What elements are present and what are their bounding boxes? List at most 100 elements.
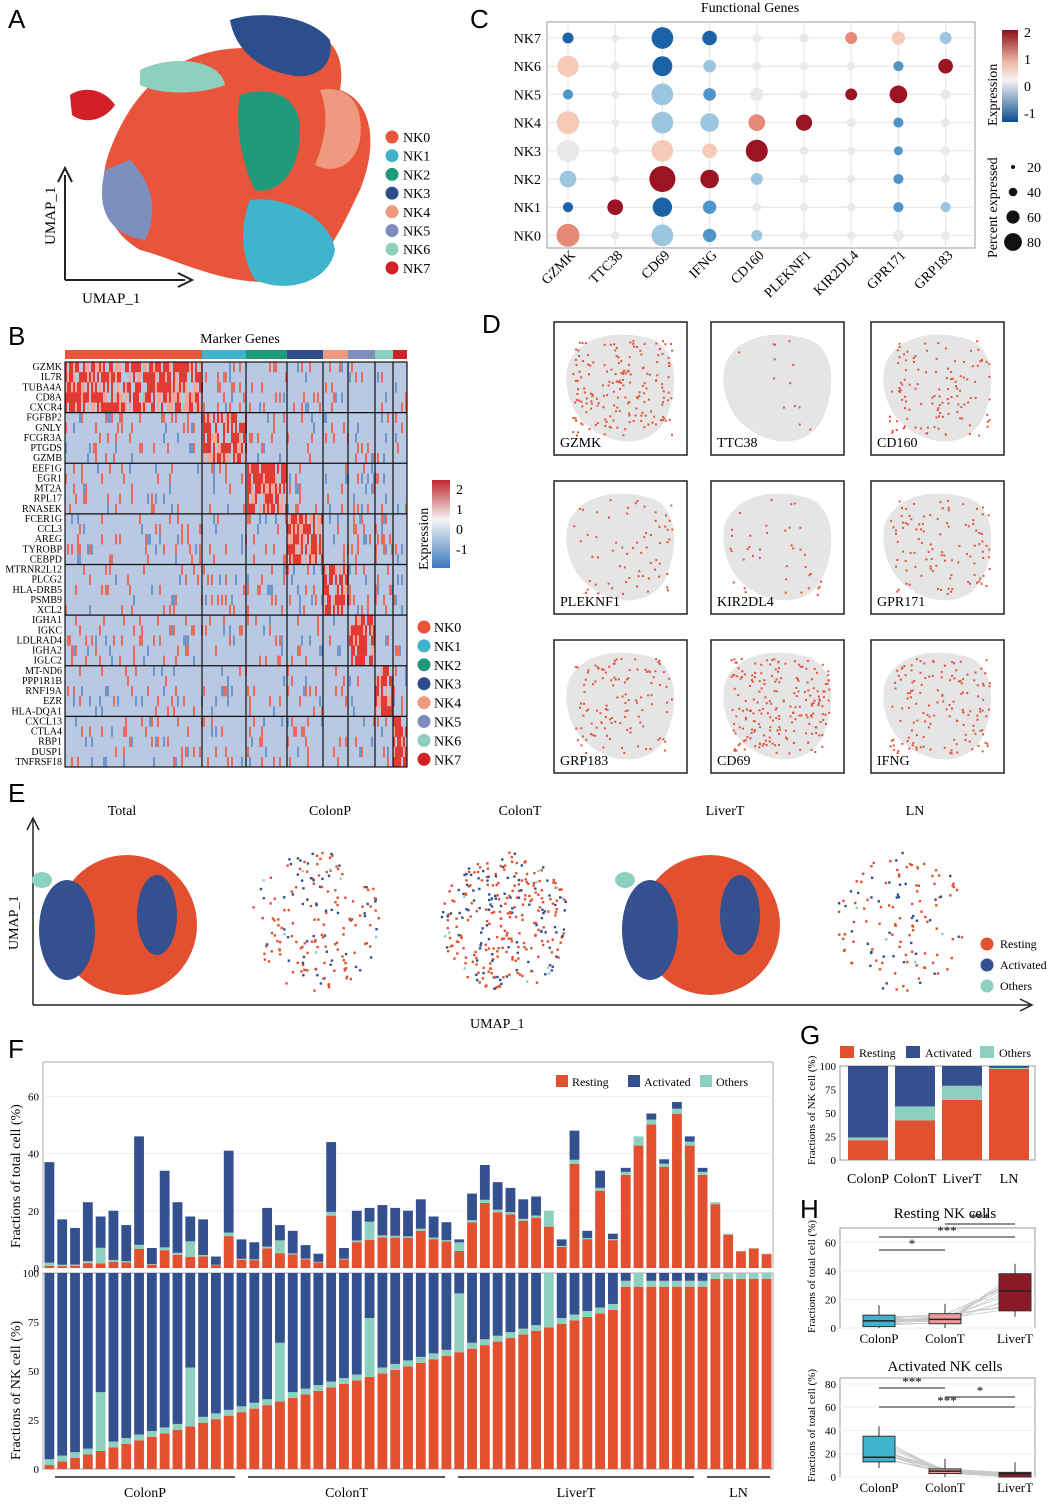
heatmap-cell [395, 716, 397, 726]
cell-point [555, 955, 557, 957]
expression-point [973, 562, 975, 564]
bar-segment [377, 1367, 387, 1373]
heatmap-cell [89, 727, 91, 737]
heatmap-cell [135, 392, 137, 402]
heatmap-cell [343, 676, 345, 686]
cell-point [302, 870, 304, 872]
heatmap-cell [249, 403, 251, 413]
legend-label: Others [1000, 979, 1032, 993]
heatmap-cell [363, 534, 365, 544]
cell-point [442, 911, 444, 913]
expression-point [749, 710, 751, 712]
bar-segment [454, 1352, 464, 1469]
expression-point [937, 409, 939, 411]
expression-point [765, 525, 767, 527]
heatmap-cell [303, 605, 305, 615]
expression-point [583, 388, 585, 390]
heatmap-cell [195, 544, 197, 554]
expression-point [635, 408, 637, 410]
bar-segment [942, 1086, 982, 1100]
heatmap-cell [179, 575, 181, 585]
heatmap-cell [127, 382, 129, 392]
bar-segment [621, 1175, 631, 1268]
heatmap-cell [313, 544, 315, 554]
cell-point [488, 893, 490, 895]
heatmap-cell [125, 666, 127, 676]
cell-point [516, 969, 518, 971]
heatmap-cell [171, 696, 173, 706]
bar-segment [454, 1242, 464, 1251]
expression-point [793, 692, 795, 694]
dot [750, 88, 763, 101]
expression-point [938, 388, 940, 390]
cell-point [378, 917, 380, 919]
heatmap-cell [211, 453, 213, 463]
heatmap-cell [281, 494, 283, 504]
expression-point [649, 748, 651, 750]
heatmap-cell [139, 382, 141, 392]
heatmap-cell [197, 463, 199, 473]
cell-point [541, 940, 543, 942]
dot [746, 140, 768, 162]
expression-point [894, 682, 896, 684]
cell-point [494, 873, 496, 875]
cell-point [444, 902, 446, 904]
expression-point [933, 426, 935, 428]
cell-point [482, 972, 484, 974]
expression-point [798, 664, 800, 666]
heatmap-cell [295, 534, 297, 544]
expression-point [577, 739, 579, 741]
expression-point [760, 713, 762, 715]
heatmap-cell [305, 737, 307, 747]
y-tick: 75 [825, 1085, 837, 1097]
expression-point [612, 382, 614, 384]
heatmap-cell [99, 656, 101, 666]
heatmap-cell [341, 595, 343, 605]
heatmap-cell [155, 524, 157, 534]
expression-point [939, 404, 941, 406]
heatmap-cell [247, 463, 249, 473]
expression-point [967, 714, 969, 716]
bar-segment [442, 1240, 452, 1241]
expression-point [659, 563, 661, 565]
expression-point [901, 507, 903, 509]
bar-segment [429, 1273, 439, 1353]
heatmap-cell [241, 443, 243, 453]
expression-point [577, 431, 579, 433]
expression-point [810, 714, 812, 716]
heatmap-cell [259, 504, 261, 514]
umap-title: LiverT [706, 804, 745, 819]
dot [703, 201, 716, 214]
heatmap-cell [337, 605, 339, 615]
heatmap-cell [83, 484, 85, 494]
heatmap-cell [213, 473, 215, 483]
heatmap-cell [269, 362, 271, 372]
bar-segment [301, 1259, 311, 1268]
cell-point [321, 934, 323, 936]
bar-segment [570, 1273, 580, 1315]
legend-label: Resting [1000, 937, 1037, 951]
heatmap-cell [249, 514, 251, 524]
expression-point [592, 734, 594, 736]
bar-segment [198, 1219, 208, 1255]
expression-point [633, 420, 635, 422]
heatmap-cell [211, 727, 213, 737]
bar-segment [390, 1273, 400, 1364]
expression-point [583, 691, 585, 693]
bar-segment [467, 1222, 477, 1268]
heatmap-cell [177, 392, 179, 402]
cell-point [279, 949, 281, 951]
expression-point [790, 503, 792, 505]
legend-label: NK6 [434, 734, 461, 749]
heatmap-cell [275, 484, 277, 494]
expression-point [970, 397, 972, 399]
heatmap-cell [209, 413, 211, 423]
expression-point [584, 391, 586, 393]
bar-segment [57, 1273, 67, 1456]
expression-point [942, 507, 944, 509]
expression-point [982, 710, 984, 712]
heatmap-cell [229, 362, 231, 372]
heatmap-cluster-bar [375, 350, 393, 359]
heatmap-cell [93, 443, 95, 453]
cell-point [507, 877, 509, 879]
